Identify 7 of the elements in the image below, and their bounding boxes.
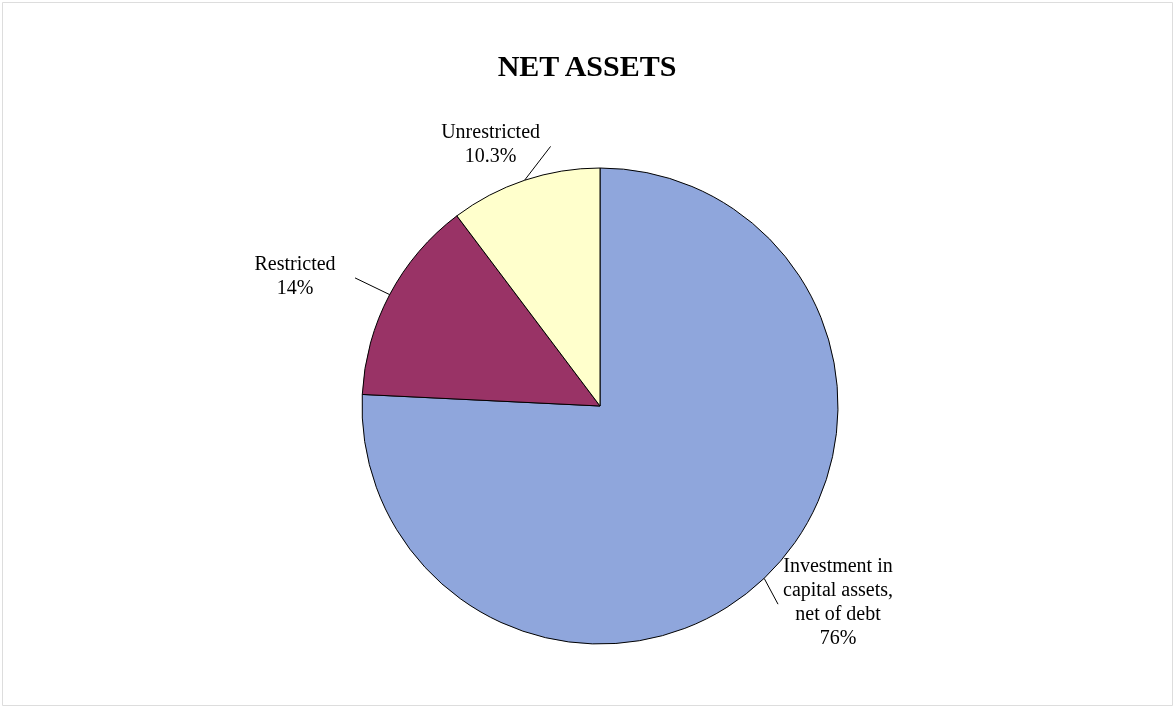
slice-label: Unrestricted bbox=[441, 120, 541, 143]
data-label: 14% bbox=[276, 275, 314, 298]
chart-title: NET ASSETS bbox=[497, 49, 677, 82]
slice-label: Investment in capital assets, net of debt bbox=[783, 554, 894, 625]
data-label: 76% bbox=[819, 626, 857, 649]
data-label: 10.3% bbox=[464, 144, 517, 167]
slice-label: Restricted bbox=[254, 251, 336, 274]
